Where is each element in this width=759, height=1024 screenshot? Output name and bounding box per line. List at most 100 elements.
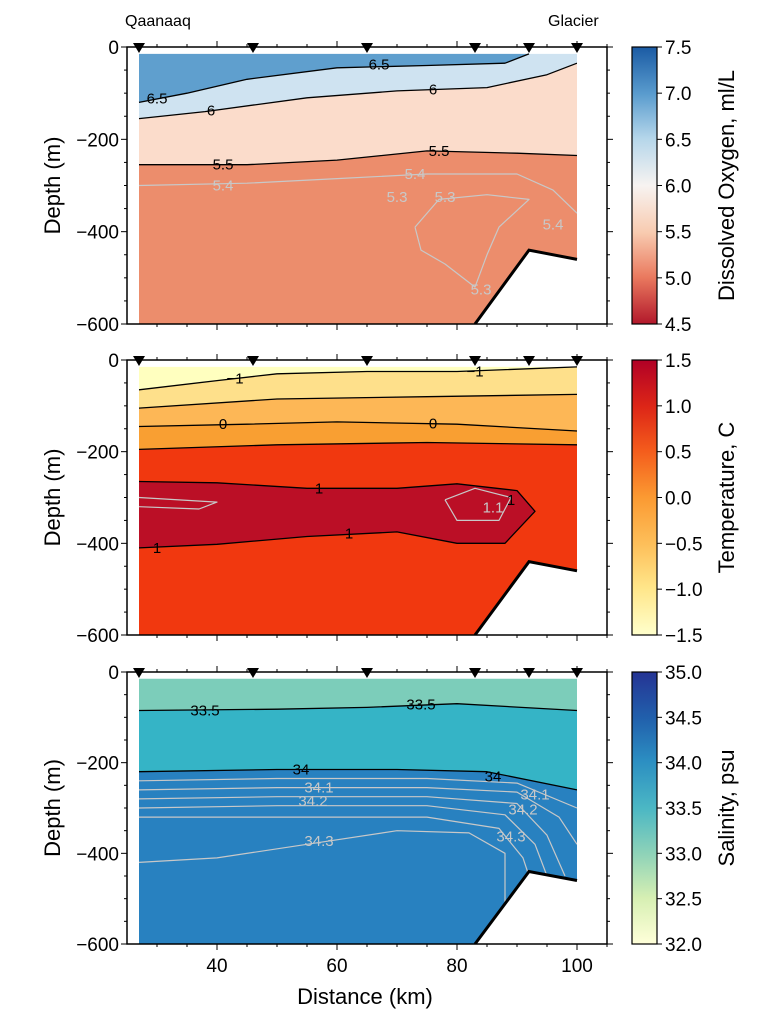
salinity-station-marker-5 — [571, 668, 583, 678]
x-axis-title: Distance (km) — [297, 984, 433, 1009]
temperature-colorbar-tick-1: −1.0 — [665, 580, 703, 601]
salinity-contour-3 — [138, 786, 578, 845]
temperature-contour-label-2: 0 — [219, 416, 227, 433]
temperature-seafloor — [475, 360, 607, 635]
x-tick-2: 80 — [446, 956, 467, 977]
oxygen-y-axis-title: Depth (m) — [40, 137, 65, 235]
temperature-contour-1 — [138, 393, 578, 409]
salinity-seafloor-line — [473, 869, 578, 944]
temperature-y-tick-1: −200 — [76, 443, 119, 464]
temperature-contour-label-7: 1 — [507, 492, 515, 509]
oxygen-station-marker-5 — [571, 43, 583, 53]
salinity-panel: 33.5 33.534 3434.134.234.334.134.234.30−20… — [40, 663, 739, 956]
temperature-contour-0 — [138, 366, 578, 391]
salinity-contour-label-0: 33.5 — [190, 703, 219, 720]
oxygen-contour-label-1: 6.5 — [369, 57, 390, 74]
salinity-colorbar-tick-6: 35.0 — [665, 663, 702, 684]
oxygen-contour-4 — [414, 194, 530, 288]
temperature-contour-label-5: 1 — [345, 525, 353, 542]
temperature-contour-4 — [138, 480, 536, 549]
salinity-contour-1 — [138, 768, 578, 791]
oxygen-contour-label-2: 6 — [207, 103, 215, 120]
temperature-station-marker-4 — [523, 356, 535, 366]
temperature-colorbar-tick-6: 1.5 — [665, 351, 691, 372]
temperature-contour-label-4: 1 — [315, 480, 323, 497]
temperature-colorbar-tick-4: 0.5 — [665, 443, 691, 464]
oxygen-contour-label-10: 5.3 — [435, 189, 456, 206]
x-tick-0: 40 — [206, 956, 227, 977]
salinity-contour-label-2: 34 — [293, 762, 310, 779]
salinity-band-2 — [139, 769, 577, 944]
salinity-seafloor — [475, 672, 607, 944]
oxygen-colorbar-tick-4: 6.5 — [665, 130, 691, 151]
temperature-contour-label-6: 1 — [153, 540, 161, 557]
salinity-contour-label-6: 34.3 — [304, 833, 333, 850]
temperature-band-0 — [139, 366, 577, 390]
salinity-colorbar-tick-1: 32.5 — [665, 890, 702, 911]
temperature-station-marker-5 — [571, 356, 583, 366]
salinity-contour-0 — [138, 703, 578, 712]
temperature-y-tick-2: −400 — [76, 534, 119, 555]
oxygen-station-marker-0 — [133, 43, 145, 53]
salinity-y-tick-1: −200 — [76, 754, 119, 775]
oxygen-station-marker-1 — [247, 43, 259, 53]
oxygen-seafloor-line — [473, 248, 578, 324]
temperature-colorbar-tick-3: 0.0 — [665, 489, 691, 510]
temperature-station-marker-0 — [133, 356, 145, 366]
oxygen-station-marker-4 — [523, 43, 535, 53]
temperature-contour-label-3: 0 — [429, 415, 437, 432]
station-name-left: Qaanaaq — [125, 13, 191, 30]
salinity-y-axis-title: Depth (m) — [40, 759, 65, 857]
salinity-contour-4 — [138, 796, 566, 877]
salinity-colorbar-tick-0: 32.0 — [665, 935, 702, 956]
oxygen-contour-label-8: 5.4 — [543, 217, 564, 234]
salinity-contour-label-9: 34.3 — [496, 829, 525, 846]
temperature-y-axis-title: Depth (m) — [40, 449, 65, 547]
temperature-contour-label-0: −1 — [226, 370, 243, 387]
salinity-station-marker-4 — [523, 668, 535, 678]
oxygen-contour-label-3: 6 — [429, 82, 437, 99]
oxygen-band-0 — [139, 53, 577, 103]
temperature-contour-5 — [138, 496, 218, 510]
salinity-contour-6 — [139, 816, 530, 877]
station-name-right: Glacier — [548, 13, 599, 30]
temperature-station-marker-2 — [361, 356, 373, 366]
oxygen-colorbar-title: Dissolved Oxygen, ml/L — [714, 70, 739, 301]
salinity-colorbar-tick-4: 34.0 — [665, 754, 702, 775]
temperature-station-marker-3 — [469, 356, 481, 366]
oxygen-contour-label-4: 5.5 — [213, 157, 234, 174]
temperature-contour-6 — [444, 487, 512, 522]
oxygen-colorbar — [631, 46, 658, 325]
oxygen-band-1 — [139, 53, 577, 119]
salinity-y-tick-3: −600 — [76, 935, 119, 956]
salinity-station-marker-0 — [133, 668, 145, 678]
oxygen-contour-label-5: 5.5 — [429, 143, 450, 160]
x-axis: 40 60 80 100 — [206, 956, 592, 977]
oxygen-y-tick-3: −600 — [76, 315, 119, 336]
temperature-band-5 — [139, 481, 535, 548]
salinity-colorbar-tick-5: 34.5 — [665, 708, 702, 729]
temperature-contour-2 — [138, 421, 578, 432]
oxygen-contour-label-11: 5.3 — [471, 281, 492, 298]
salinity-colorbar — [631, 671, 658, 945]
oxygen-contour-1 — [138, 62, 578, 120]
x-tick-3: 100 — [561, 956, 593, 977]
salinity-contour-7 — [138, 830, 506, 944]
temperature-contour-label-1: −1 — [466, 364, 483, 381]
temperature-colorbar-tick-2: −0.5 — [665, 534, 703, 555]
temperature-seafloor-line — [473, 560, 578, 635]
oxygen-colorbar-tick-0: 4.5 — [665, 315, 691, 336]
temperature-y-tick-0: 0 — [108, 351, 119, 372]
salinity-contour-2 — [138, 777, 578, 809]
salinity-colorbar-tick-3: 33.5 — [665, 799, 702, 820]
temperature-contour-3 — [138, 441, 578, 451]
salinity-contour-label-8: 34.2 — [508, 801, 537, 818]
oxygen-contour-3 — [138, 173, 578, 214]
oxygen-station-marker-3 — [469, 43, 481, 53]
oxygen-contour-label-6: 5.4 — [213, 178, 234, 195]
salinity-band-0 — [139, 678, 577, 711]
oxygen-colorbar-tick-2: 5.5 — [665, 223, 691, 244]
temperature-colorbar-title: Temperature, C — [714, 422, 739, 574]
